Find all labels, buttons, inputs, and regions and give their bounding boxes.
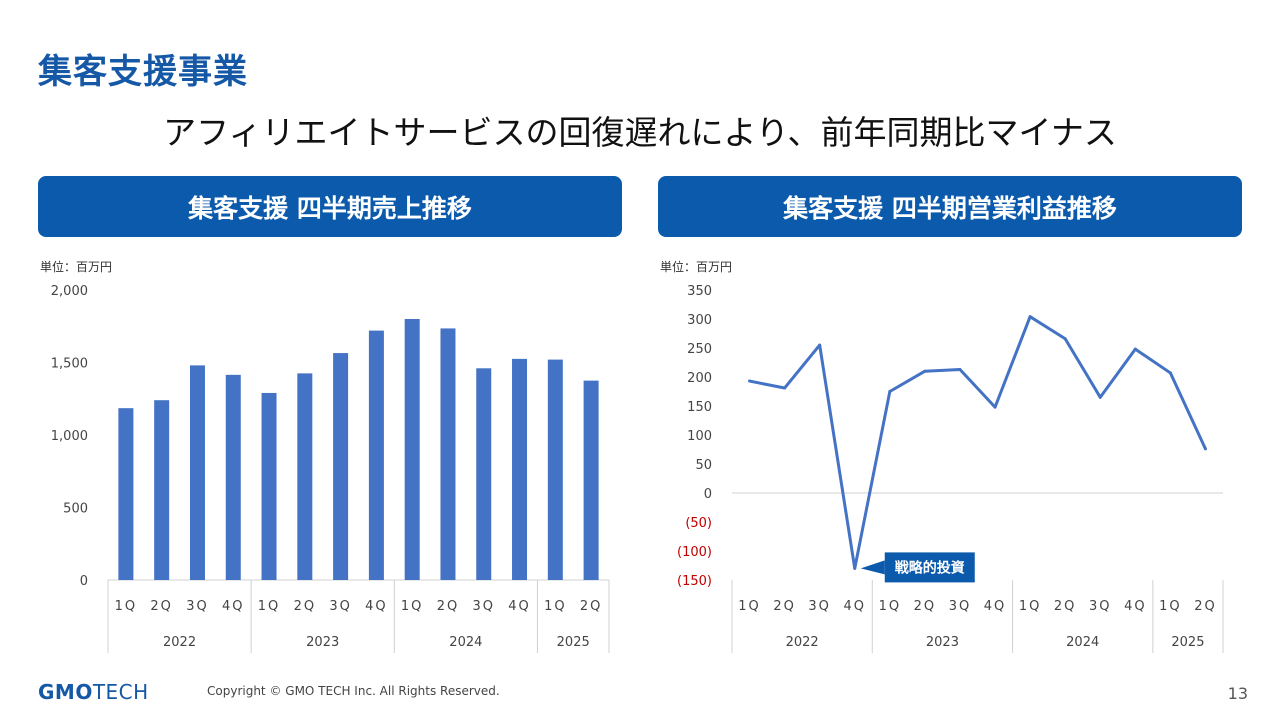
bar-14 [583, 380, 599, 580]
x-tick-label: 4Q [984, 599, 1007, 614]
line-point-6 [923, 369, 927, 373]
y-tick-label: (50) [685, 516, 712, 531]
line-point-9 [1028, 315, 1032, 319]
x-tick-label: 2Q [1054, 599, 1077, 614]
x-tick-label: 3Q [808, 599, 831, 614]
annotation-pointer [860, 560, 885, 575]
profit-line [749, 315, 1207, 570]
bar-1 [118, 408, 134, 580]
year-group-label: 2025 [1171, 635, 1204, 650]
year-group-label: 2023 [926, 635, 959, 650]
page-title: 集客支援事業 [38, 52, 248, 92]
x-tick-label: 2Q [437, 599, 460, 614]
x-tick-label: 1Q [258, 599, 281, 614]
line-point-14 [1203, 447, 1207, 451]
y-tick-label: 250 [687, 342, 712, 357]
y-tick-label: 150 [687, 400, 712, 415]
line-point-13 [1168, 371, 1172, 375]
right-panel-header: 集客支援 四半期営業利益推移 [658, 176, 1242, 237]
year-group-label: 2025 [557, 635, 590, 650]
page-number: 13 [1227, 684, 1248, 703]
logo-thin-text: TECH [92, 680, 149, 704]
y-tick-label: 200 [687, 371, 712, 386]
x-tick-label: 4Q [365, 599, 388, 614]
x-tick-label: 1Q [115, 599, 138, 614]
logo-bold-text: GMO [38, 680, 93, 704]
x-tick-label: 1Q [1019, 599, 1042, 614]
y-tick-label: 1,000 [51, 429, 88, 444]
bar-13 [547, 359, 563, 580]
y-tick-label: 50 [695, 458, 712, 473]
page-subtitle: アフィリエイトサービスの回復遅れにより、前年同期比マイナス [163, 113, 1117, 152]
x-tick-label: 1Q [544, 599, 567, 614]
x-tick-label: 2Q [580, 599, 603, 614]
line-point-8 [993, 405, 997, 409]
bar-11 [476, 368, 492, 580]
y-tick-label: 100 [687, 429, 712, 444]
bar-8 [368, 330, 384, 580]
x-tick-label: 2Q [294, 599, 317, 614]
x-tick-label: 3Q [949, 599, 972, 614]
bar-10 [440, 328, 456, 580]
bar-9 [404, 319, 420, 580]
line-point-1 [748, 379, 752, 383]
x-tick-label: 4Q [222, 599, 245, 614]
x-tick-label: 3Q [329, 599, 352, 614]
left-unit-label: 単位：百万円 [40, 260, 113, 274]
y-tick-label: 300 [687, 313, 712, 328]
line-point-5 [888, 390, 892, 393]
x-tick-label: 1Q [1159, 599, 1182, 614]
y-tick-label: 1,500 [51, 357, 88, 372]
annotation-label: 戦略的投資 [895, 559, 965, 576]
x-tick-label: 2Q [1194, 599, 1217, 614]
line-point-4 [853, 566, 857, 570]
year-group-label: 2024 [449, 635, 482, 650]
left-panel-title: 集客支援 四半期売上推移 [188, 193, 472, 223]
bar-3 [189, 365, 205, 580]
x-tick-label: 4Q [1124, 599, 1147, 614]
line-point-10 [1063, 337, 1067, 341]
bar-12 [512, 358, 528, 580]
y-tick-label: 500 [63, 502, 88, 517]
year-group-label: 2022 [786, 635, 819, 650]
line-point-3 [818, 343, 822, 347]
y-tick-label: (100) [677, 545, 712, 560]
x-tick-label: 1Q [738, 599, 761, 614]
x-tick-label: 2Q [914, 599, 937, 614]
bar-7 [333, 353, 349, 580]
sales-bar-chart: 0 500 1,000 1,500 2,000 1Q 2Q 3Q 4Q 1Q 2Q 3Q 4Q 1Q 2Q 3… [51, 284, 610, 653]
bar-5 [261, 392, 277, 580]
x-tick-label: 2Q [773, 599, 796, 614]
line-point-7 [958, 367, 962, 371]
y-tick-label: (150) [677, 574, 712, 589]
company-logo: GMOTECH [38, 680, 149, 704]
x-tick-label: 3Q [186, 599, 209, 614]
copyright-text: Copyright © GMO TECH Inc. All Rights Res… [207, 684, 500, 698]
x-tick-label: 2Q [150, 599, 173, 614]
line-point-11 [1098, 395, 1102, 399]
year-group-label: 2022 [163, 635, 196, 650]
y-tick-label: 350 [687, 284, 712, 299]
year-group-label: 2024 [1066, 635, 1099, 650]
bar-4 [225, 374, 241, 580]
profit-line-chart: (150) (100) (50) 0 50 100 150 200 250 300 350 1Q 2Q 3… [677, 284, 1224, 653]
annotation-box [884, 552, 975, 583]
year-group-label: 2023 [306, 635, 339, 650]
bar-6 [297, 373, 313, 580]
line-point-12 [1133, 347, 1137, 351]
x-tick-label: 3Q [1089, 599, 1112, 614]
y-tick-label: 0 [704, 487, 712, 502]
y-tick-label: 2,000 [51, 284, 88, 299]
x-tick-label: 1Q [401, 599, 424, 614]
left-panel-header: 集客支援 四半期売上推移 [38, 176, 622, 237]
y-tick-label: 0 [80, 574, 88, 589]
line-point-2 [783, 386, 787, 390]
right-panel-title: 集客支援 四半期営業利益推移 [783, 193, 1117, 223]
x-tick-label: 4Q [508, 599, 531, 614]
right-unit-label: 単位：百万円 [660, 260, 733, 274]
x-tick-label: 4Q [843, 599, 866, 614]
x-tick-label: 1Q [879, 599, 902, 614]
bar-2 [154, 400, 170, 580]
x-tick-label: 3Q [472, 599, 495, 614]
